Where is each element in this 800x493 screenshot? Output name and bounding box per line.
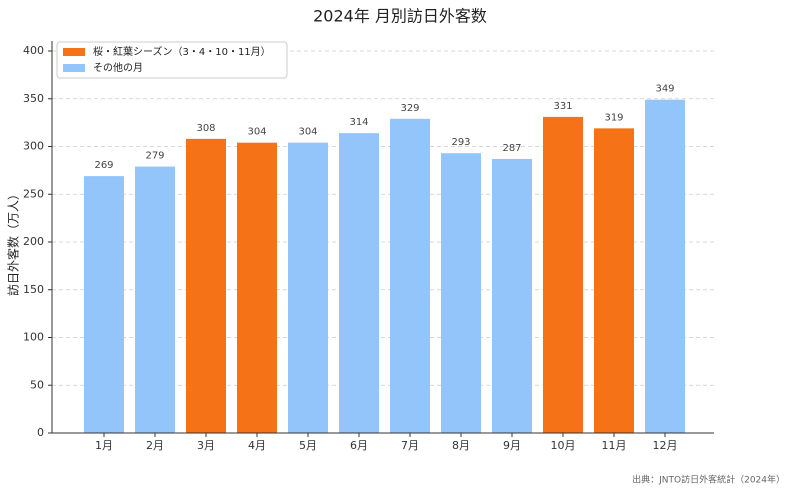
y-tick-label: 100 — [23, 331, 44, 344]
y-tick-label: 250 — [23, 187, 44, 200]
y-tick-label: 350 — [23, 92, 44, 105]
x-tick-label: 8月 — [452, 439, 470, 452]
value-label: 279 — [145, 151, 164, 162]
y-tick-label: 400 — [23, 44, 44, 57]
x-tick-label: 1月 — [95, 439, 113, 452]
x-tick-label: 4月 — [248, 439, 266, 452]
bar — [645, 99, 685, 433]
value-label: 349 — [655, 84, 674, 95]
source-note: 出典：JNTO訪日外客統計（2024年） — [632, 474, 785, 486]
y-tick-label: 200 — [23, 235, 44, 248]
y-axis-label: 訪日外客数（万人） — [6, 188, 21, 296]
legend-swatch — [63, 48, 85, 56]
bar — [492, 158, 532, 434]
bar — [390, 118, 430, 434]
value-label: 287 — [502, 143, 521, 154]
value-label: 329 — [400, 103, 419, 114]
legend-box — [56, 41, 288, 79]
bar — [543, 116, 583, 434]
value-label: 304 — [298, 127, 317, 138]
legend-swatch — [63, 64, 85, 72]
x-tick-label: 10月 — [551, 439, 576, 452]
x-tick-label: 12月 — [653, 439, 678, 452]
bar — [84, 176, 124, 434]
x-tick-label: 2月 — [146, 439, 164, 452]
x-tick-label: 11月 — [602, 439, 627, 452]
value-label: 314 — [349, 117, 368, 128]
bar — [339, 133, 379, 433]
x-tick-label: 7月 — [401, 439, 419, 452]
x-tick-label: 6月 — [350, 439, 368, 452]
bar — [288, 142, 328, 433]
y-tick-label: 50 — [30, 378, 44, 391]
x-tick-label: 5月 — [299, 439, 317, 452]
value-label: 304 — [247, 127, 266, 138]
legend-label: 桜・紅葉シーズン（3・4・10・11月） — [93, 45, 271, 58]
value-label: 319 — [604, 112, 623, 123]
bar — [135, 166, 175, 433]
value-label: 269 — [94, 160, 113, 171]
bar — [594, 128, 634, 434]
bar — [237, 142, 277, 433]
x-tick-label: 3月 — [197, 439, 215, 452]
y-tick-label: 0 — [37, 426, 44, 439]
y-tick-label: 150 — [23, 283, 44, 296]
value-label: 293 — [451, 137, 470, 148]
bar — [441, 153, 481, 433]
value-label: 331 — [553, 101, 572, 112]
value-label: 308 — [196, 123, 215, 134]
x-tick-label: 9月 — [503, 439, 521, 452]
chart-title: 2024年 月別訪日外客数 — [313, 7, 487, 26]
legend-label: その他の月 — [93, 61, 143, 74]
y-tick-label: 300 — [23, 140, 44, 153]
bar — [186, 138, 226, 434]
